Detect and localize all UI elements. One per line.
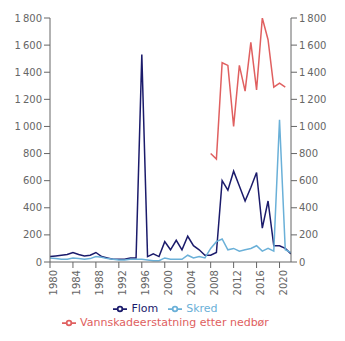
svg-text:400: 400 xyxy=(299,202,318,213)
svg-text:1 200: 1 200 xyxy=(299,94,326,105)
svg-text:2012: 2012 xyxy=(232,270,243,295)
svg-text:2016: 2016 xyxy=(255,270,266,295)
svg-text:2004: 2004 xyxy=(186,270,197,295)
html-text:Skred: Skred xyxy=(186,302,218,315)
svg-text:2020: 2020 xyxy=(278,270,289,295)
svg-text:1992: 1992 xyxy=(117,270,128,295)
svg-text:1 400: 1 400 xyxy=(15,67,42,78)
svg-text:0: 0 xyxy=(299,257,305,268)
svg-text:1988: 1988 xyxy=(94,270,105,295)
svg-text:1 000: 1 000 xyxy=(299,121,326,132)
svg-text:1 400: 1 400 xyxy=(299,67,326,78)
svg-text:1 800: 1 800 xyxy=(299,13,326,24)
svg-text:1984: 1984 xyxy=(71,270,82,295)
svg-text:800: 800 xyxy=(23,148,42,159)
svg-text:1 200: 1 200 xyxy=(15,94,42,105)
svg-text:600: 600 xyxy=(299,175,318,186)
svg-text:200: 200 xyxy=(299,229,318,240)
svg-text:400: 400 xyxy=(23,202,42,213)
svg-text:1980: 1980 xyxy=(48,270,59,295)
svg-text:1996: 1996 xyxy=(140,270,151,295)
svg-text:600: 600 xyxy=(23,175,42,186)
svg-text:200: 200 xyxy=(23,229,42,240)
svg-text:1 600: 1 600 xyxy=(15,40,42,51)
svg-text:2008: 2008 xyxy=(209,270,220,295)
svg-text:1 600: 1 600 xyxy=(299,40,326,51)
svg-text:1 800: 1 800 xyxy=(15,13,42,24)
html-text:Vannskadeerstatning etter nedb: Vannskadeerstatning etter nedbør xyxy=(80,316,269,329)
svg-text:1 000: 1 000 xyxy=(15,121,42,132)
svg-text:800: 800 xyxy=(299,148,318,159)
svg-text:2000: 2000 xyxy=(163,270,174,295)
svg-text:0: 0 xyxy=(36,257,42,268)
html-text:Flom: Flom xyxy=(131,302,159,315)
